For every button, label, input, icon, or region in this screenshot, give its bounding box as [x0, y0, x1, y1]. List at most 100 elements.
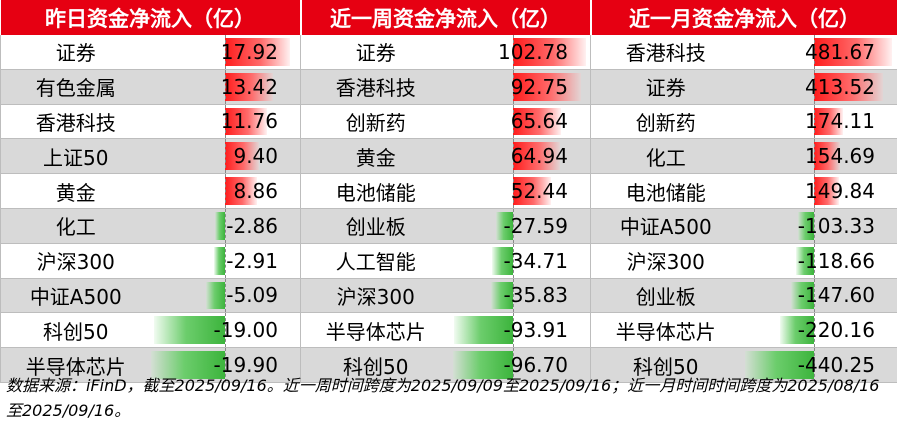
daily-flow-cell: -5.09 [150, 278, 301, 314]
daily-flow-cell: -19.90 [150, 347, 301, 383]
monthly-sector-name: 证券 [590, 69, 741, 105]
monthly-flow-value: 149.84 [805, 179, 875, 204]
weekly-flow-value: -34.71 [503, 248, 568, 273]
zero-axis-line [225, 313, 227, 348]
daily-flow-value: 17.92 [220, 39, 278, 64]
monthly-flow-cell: -147.60 [740, 278, 897, 314]
monthly-flow-bar [797, 211, 815, 240]
weekly-flow-cell: 65.64 [450, 104, 591, 140]
weekly-flow-cell: 52.44 [450, 173, 591, 209]
daily-sector-name: 沪深300 [0, 243, 151, 279]
zero-axis-line [513, 35, 515, 69]
daily-flow-bar [225, 72, 274, 101]
fund-flow-table: 昨日资金净流入（亿） 近一周资金净流入（亿） 近一月资金净流入（亿） 证券 17.… [0, 0, 897, 383]
weekly-flow-bar [454, 316, 514, 345]
weekly-sector-name: 黄金 [300, 138, 451, 175]
weekly-flow-cell: 102.78 [450, 35, 591, 70]
daily-flow-value: -19.90 [213, 353, 278, 378]
weekly-flow-cell: -96.70 [450, 347, 591, 383]
monthly-flow-value: -147.60 [797, 283, 875, 308]
zero-axis-line [814, 104, 816, 139]
monthly-flow-cell: -103.33 [740, 208, 897, 244]
zero-axis-line [513, 69, 515, 104]
monthly-sector-name: 中证A500 [590, 208, 741, 244]
monthly-sector-name: 化工 [590, 138, 741, 175]
daily-sector-name: 化工 [0, 208, 151, 244]
zero-axis-line [225, 139, 227, 174]
daily-flow-bar [225, 107, 268, 136]
weekly-flow-cell: 92.75 [450, 69, 591, 105]
zero-axis-line [513, 174, 515, 208]
daily-flow-value: -2.86 [226, 213, 278, 238]
monthly-flow-cell: 481.67 [740, 35, 897, 70]
weekly-flow-bar [513, 72, 581, 101]
weekly-sector-name: 创业板 [300, 208, 451, 244]
monthly-flow-cell: 413.52 [740, 69, 897, 105]
monthly-sector-name: 科创50 [590, 347, 741, 383]
daily-flow-cell: -19.00 [150, 312, 301, 349]
weekly-flow-value: 64.94 [510, 144, 568, 169]
monthly-flow-bar [795, 246, 815, 275]
daily-flow-value: -2.91 [226, 248, 278, 273]
zero-axis-line [814, 69, 816, 104]
monthly-flow-bar [814, 142, 840, 171]
weekly-flow-cell: -27.59 [450, 208, 591, 244]
zero-axis-line [513, 348, 515, 382]
weekly-flow-bar [490, 281, 514, 310]
monthly-flow-bar [779, 316, 815, 345]
table-row: 黄金 8.86 电池储能 52.44 电池储能 149.84 [0, 173, 897, 209]
daily-flow-bar [214, 246, 226, 275]
daily-flow-cell: 13.42 [150, 69, 301, 105]
daily-sector-name: 科创50 [0, 312, 151, 349]
daily-flow-value: 9.40 [233, 144, 278, 169]
daily-flow-cell: 9.40 [150, 138, 301, 175]
daily-flow-cell: -2.91 [150, 243, 301, 279]
daily-flow-value: 8.86 [233, 179, 278, 204]
weekly-flow-cell: -34.71 [450, 243, 591, 279]
zero-axis-line [513, 139, 515, 174]
weekly-sector-name: 沪深300 [300, 278, 451, 314]
monthly-flow-value: 413.52 [805, 74, 875, 99]
weekly-sector-name: 半导体芯片 [300, 312, 451, 349]
daily-flow-cell: 17.92 [150, 35, 301, 70]
table-row: 半导体芯片 -19.90 科创50 -96.70 科创50 -440.25 [0, 347, 897, 383]
weekly-flow-bar [513, 177, 552, 205]
weekly-sector-name: 人工智能 [300, 243, 451, 279]
daily-flow-value: 11.76 [220, 109, 278, 134]
monthly-flow-bar [814, 38, 893, 66]
monthly-sector-name: 香港科技 [590, 35, 741, 70]
monthly-flow-value: 174.11 [805, 109, 875, 134]
daily-sector-name: 香港科技 [0, 104, 151, 140]
weekly-flow-bar [513, 38, 586, 66]
weekly-flow-cell: -93.91 [450, 312, 591, 349]
weekly-flow-bar [452, 351, 514, 379]
weekly-flow-cell: -35.83 [450, 278, 591, 314]
weekly-flow-value: -96.70 [503, 353, 568, 378]
header-weekly: 近一周资金净流入（亿） [300, 0, 592, 35]
daily-flow-value: -5.09 [226, 283, 278, 308]
header-row: 昨日资金净流入（亿） 近一周资金净流入（亿） 近一月资金净流入（亿） [0, 0, 897, 35]
weekly-flow-cell: 64.94 [450, 138, 591, 175]
monthly-flow-cell: 154.69 [740, 138, 897, 175]
daily-flow-value: 13.42 [220, 74, 278, 99]
zero-axis-line [225, 69, 227, 104]
daily-flow-bar [150, 351, 226, 379]
monthly-flow-cell: -118.66 [740, 243, 897, 279]
weekly-sector-name: 科创50 [300, 347, 451, 383]
monthly-flow-cell: 174.11 [740, 104, 897, 140]
table-row: 化工 -2.86 创业板 -27.59 中证A500 -103.33 [0, 208, 897, 244]
zero-axis-line [225, 278, 227, 313]
monthly-flow-value: 154.69 [805, 144, 875, 169]
daily-sector-name: 上证50 [0, 138, 151, 175]
monthly-flow-value: -118.66 [797, 248, 875, 273]
daily-flow-bar [225, 142, 259, 171]
weekly-sector-name: 证券 [300, 35, 451, 70]
zero-axis-line [814, 174, 816, 208]
monthly-flow-bar [790, 281, 815, 310]
daily-flow-value: -19.00 [213, 318, 278, 343]
zero-axis-line [225, 35, 227, 69]
zero-axis-line [225, 243, 227, 278]
zero-axis-line [814, 313, 816, 348]
table-row: 证券 17.92 证券 102.78 香港科技 481.67 [0, 35, 897, 70]
